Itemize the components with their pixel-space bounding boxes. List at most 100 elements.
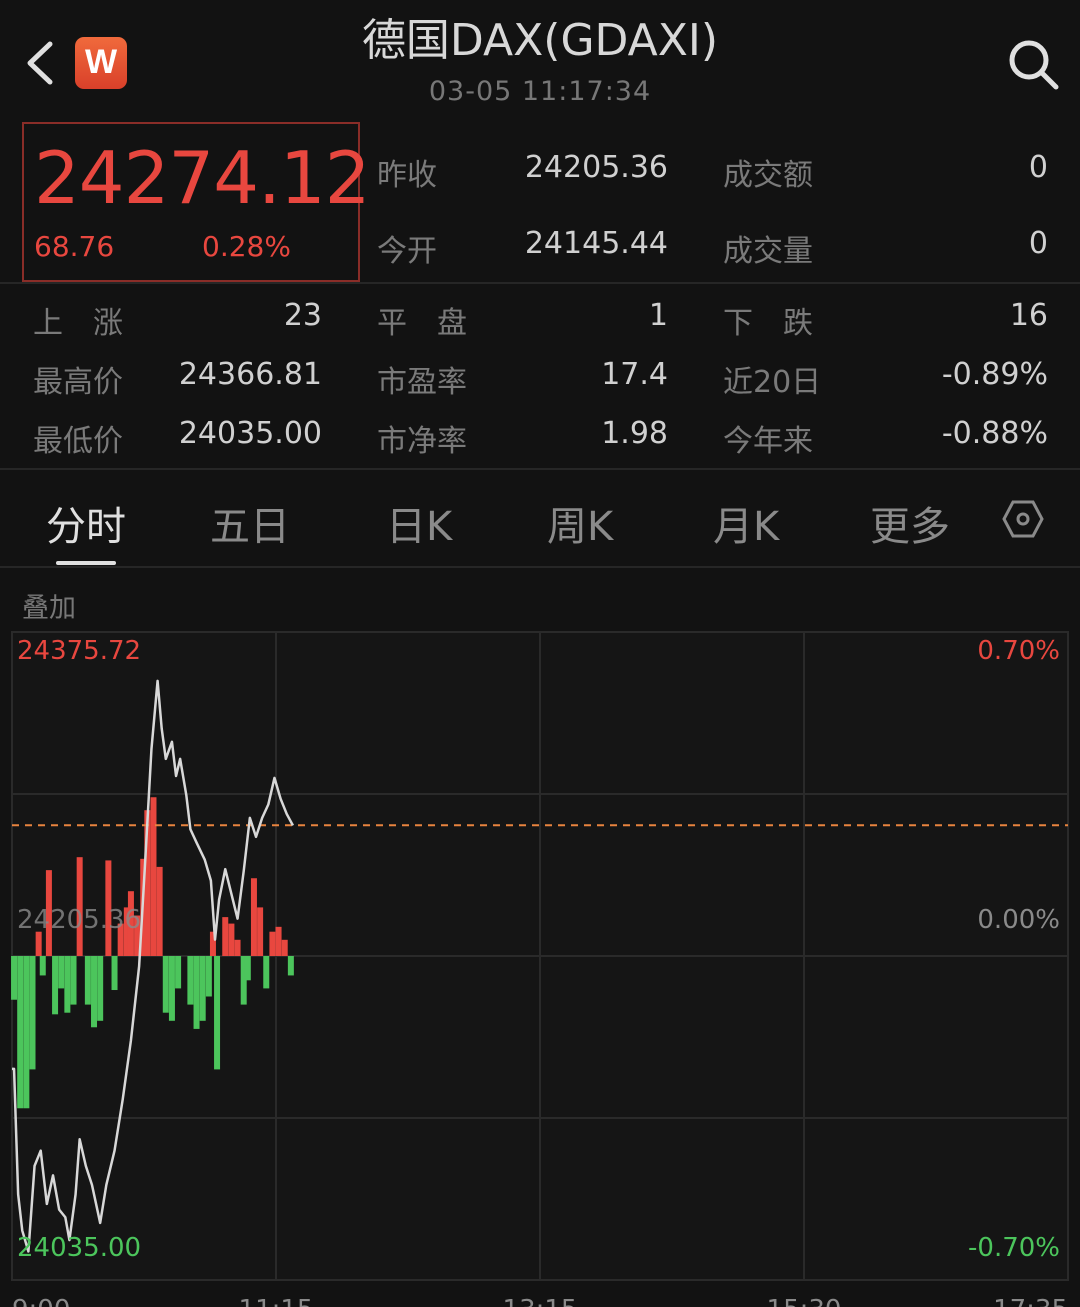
bar-down bbox=[29, 956, 36, 1070]
bar-down bbox=[244, 956, 251, 981]
bar-up bbox=[269, 931, 276, 956]
stat-value-ytd: -0.88% bbox=[941, 416, 1048, 451]
bar-up bbox=[123, 907, 130, 956]
search-icon[interactable] bbox=[1005, 36, 1061, 92]
stat-label-prev-close: 昨收 bbox=[377, 158, 437, 193]
bar-down bbox=[52, 956, 59, 1015]
stat-value-pb: 1.98 bbox=[601, 416, 668, 451]
bar-up bbox=[105, 860, 112, 956]
bar-up bbox=[134, 915, 141, 956]
y-label-bottom: 24035.00 bbox=[17, 1233, 141, 1263]
bar-down bbox=[175, 956, 182, 989]
bar-down bbox=[91, 956, 98, 1028]
stat-value-low: 24035.00 bbox=[178, 416, 322, 451]
stat-value-pe: 17.4 bbox=[601, 357, 668, 392]
y-label-top: 24375.72 bbox=[17, 636, 141, 666]
x-tick-label: 13:15 bbox=[503, 1295, 578, 1307]
price-change-pct: 0.28% bbox=[202, 230, 291, 263]
stat-value-open: 24145.44 bbox=[524, 226, 668, 261]
stat-label-turnover: 成交额 bbox=[723, 158, 813, 193]
stat-label-decliners: 下 跌 bbox=[723, 306, 813, 341]
stat-label-low: 最低价 bbox=[33, 424, 123, 459]
stat-value-decliners: 16 bbox=[1009, 298, 1048, 333]
bar-up bbox=[250, 878, 257, 956]
stat-label-volume: 成交量 bbox=[723, 234, 813, 269]
bar-down bbox=[111, 956, 118, 991]
stat-value-turnover: 0 bbox=[1028, 150, 1048, 185]
stat-value-advancers: 23 bbox=[283, 298, 322, 333]
price-box: 24274.12 68.76 0.28% bbox=[22, 122, 371, 282]
stat-label-unchanged: 平 盘 bbox=[377, 306, 467, 341]
bar-down bbox=[84, 956, 91, 1005]
y-pct-label-bottom: -0.70% bbox=[968, 1233, 1060, 1263]
quote-datetime: 03-05 11:17:34 bbox=[428, 76, 652, 107]
stat-value-high: 24366.81 bbox=[178, 357, 322, 392]
stat-value-20d: -0.89% bbox=[941, 357, 1048, 392]
tab-monthly-k[interactable]: 月K bbox=[713, 504, 780, 550]
price-change: 68.76 bbox=[34, 230, 115, 263]
tab-five-day[interactable]: 五日 bbox=[210, 504, 290, 550]
stat-value-volume: 0 bbox=[1028, 226, 1048, 261]
bar-down bbox=[187, 956, 194, 1005]
page-title: 德国DAX(GDAXI) bbox=[361, 15, 719, 66]
hexagon-settings-icon[interactable] bbox=[1002, 498, 1044, 540]
x-tick-label: 15:30 bbox=[767, 1295, 842, 1307]
tab-more[interactable]: 更多 bbox=[870, 504, 950, 550]
back-chevron-icon[interactable] bbox=[22, 38, 62, 88]
tab-daily-k[interactable]: 日K bbox=[386, 504, 453, 550]
bar-down bbox=[162, 956, 169, 1013]
stat-label-advancers: 上 涨 bbox=[33, 306, 123, 341]
bar-down bbox=[70, 956, 77, 1005]
bar-up bbox=[228, 923, 235, 956]
bar-down bbox=[23, 956, 30, 1109]
tab-intraday[interactable]: 分时 bbox=[46, 504, 126, 550]
bar-down bbox=[240, 956, 247, 1005]
stat-label-20d: 近20日 bbox=[723, 365, 822, 400]
current-price: 24274.12 bbox=[34, 136, 371, 220]
stat-value-unchanged: 1 bbox=[648, 298, 668, 333]
stat-label-high: 最高价 bbox=[33, 365, 123, 400]
divider bbox=[0, 282, 1080, 284]
bar-up bbox=[222, 917, 229, 956]
bar-down bbox=[263, 956, 270, 989]
y-pct-label-top: 0.70% bbox=[977, 636, 1060, 666]
bar-down bbox=[17, 956, 24, 1109]
x-tick-label: 17:35 bbox=[993, 1295, 1068, 1307]
overlay-button[interactable]: 叠加 bbox=[22, 593, 76, 624]
tab-weekly-k[interactable]: 周K bbox=[547, 504, 614, 550]
stat-label-pb: 市净率 bbox=[377, 424, 467, 459]
bar-up bbox=[281, 939, 288, 956]
bar-up bbox=[150, 797, 157, 956]
bar-up bbox=[234, 939, 241, 956]
intraday-chart[interactable]: 24375.72 24205.36 24035.00 0.70% 0.00% -… bbox=[0, 620, 1080, 1307]
divider bbox=[0, 566, 1080, 568]
bar-up bbox=[144, 810, 151, 956]
stat-value-prev-close: 24205.36 bbox=[524, 150, 668, 185]
bar-down bbox=[64, 956, 71, 1013]
bar-up bbox=[257, 907, 264, 956]
app-logo: W bbox=[75, 37, 127, 89]
bar-up bbox=[117, 923, 124, 956]
divider bbox=[0, 468, 1080, 470]
stat-label-open: 今开 bbox=[377, 234, 437, 269]
bar-down bbox=[58, 956, 65, 989]
bar-up bbox=[127, 891, 134, 956]
bar-up bbox=[45, 870, 52, 956]
bar-down bbox=[39, 956, 46, 976]
bar-up bbox=[76, 857, 83, 956]
bar-down bbox=[193, 956, 200, 1029]
bar-up bbox=[35, 931, 42, 956]
bar-down bbox=[97, 956, 104, 1021]
bar-down bbox=[205, 956, 212, 997]
bar-down bbox=[287, 956, 294, 976]
x-tick-label: 11:15 bbox=[239, 1295, 314, 1307]
stat-label-pe: 市盈率 bbox=[377, 365, 467, 400]
x-tick-label: 9:00 bbox=[12, 1295, 70, 1307]
price-line bbox=[12, 679, 295, 1253]
bar-down bbox=[199, 956, 206, 1021]
stat-label-ytd: 今年来 bbox=[723, 424, 813, 459]
active-tab-indicator bbox=[56, 561, 116, 565]
bar-down bbox=[168, 956, 175, 1021]
bar-down bbox=[11, 956, 18, 1000]
bar-up bbox=[156, 866, 163, 956]
